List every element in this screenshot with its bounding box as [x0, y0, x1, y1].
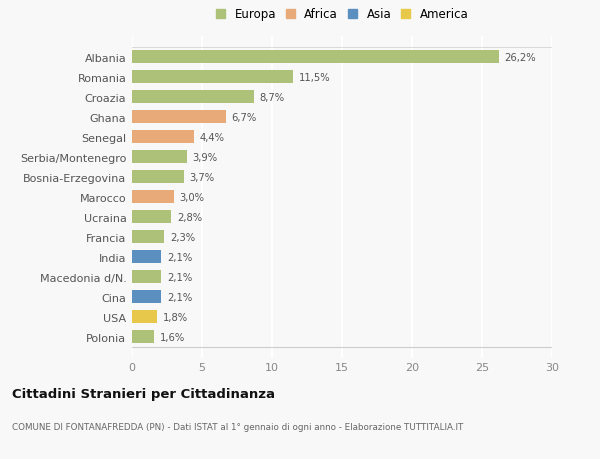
Text: 3,0%: 3,0%: [179, 192, 205, 202]
Bar: [132, 151, 187, 164]
Bar: [132, 251, 161, 263]
Text: 2,1%: 2,1%: [167, 252, 192, 262]
Text: 6,7%: 6,7%: [232, 112, 257, 123]
Text: 3,7%: 3,7%: [190, 173, 215, 182]
Bar: [132, 231, 164, 244]
Bar: [132, 271, 161, 284]
Text: 2,1%: 2,1%: [167, 272, 192, 282]
Text: 4,4%: 4,4%: [199, 133, 224, 143]
Text: COMUNE DI FONTANAFREDDA (PN) - Dati ISTAT al 1° gennaio di ogni anno - Elaborazi: COMUNE DI FONTANAFREDDA (PN) - Dati ISTA…: [12, 422, 463, 431]
Bar: [132, 191, 174, 204]
Bar: [132, 291, 161, 303]
Text: 1,6%: 1,6%: [160, 332, 185, 342]
Bar: [132, 131, 194, 144]
Text: 26,2%: 26,2%: [505, 53, 536, 63]
Text: 1,8%: 1,8%: [163, 312, 188, 322]
Text: 3,9%: 3,9%: [192, 152, 217, 162]
Bar: [132, 211, 171, 224]
Bar: [132, 171, 184, 184]
Bar: [132, 111, 226, 124]
Text: 8,7%: 8,7%: [259, 93, 284, 103]
Bar: [132, 311, 157, 324]
Bar: [132, 91, 254, 104]
Text: 11,5%: 11,5%: [299, 73, 330, 83]
Text: 2,3%: 2,3%: [170, 232, 195, 242]
Text: 2,8%: 2,8%: [177, 213, 202, 222]
Bar: [132, 51, 499, 64]
Legend: Europa, Africa, Asia, America: Europa, Africa, Asia, America: [214, 6, 470, 23]
Text: Cittadini Stranieri per Cittadinanza: Cittadini Stranieri per Cittadinanza: [12, 387, 275, 400]
Text: 2,1%: 2,1%: [167, 292, 192, 302]
Bar: [132, 71, 293, 84]
Bar: [132, 330, 154, 343]
